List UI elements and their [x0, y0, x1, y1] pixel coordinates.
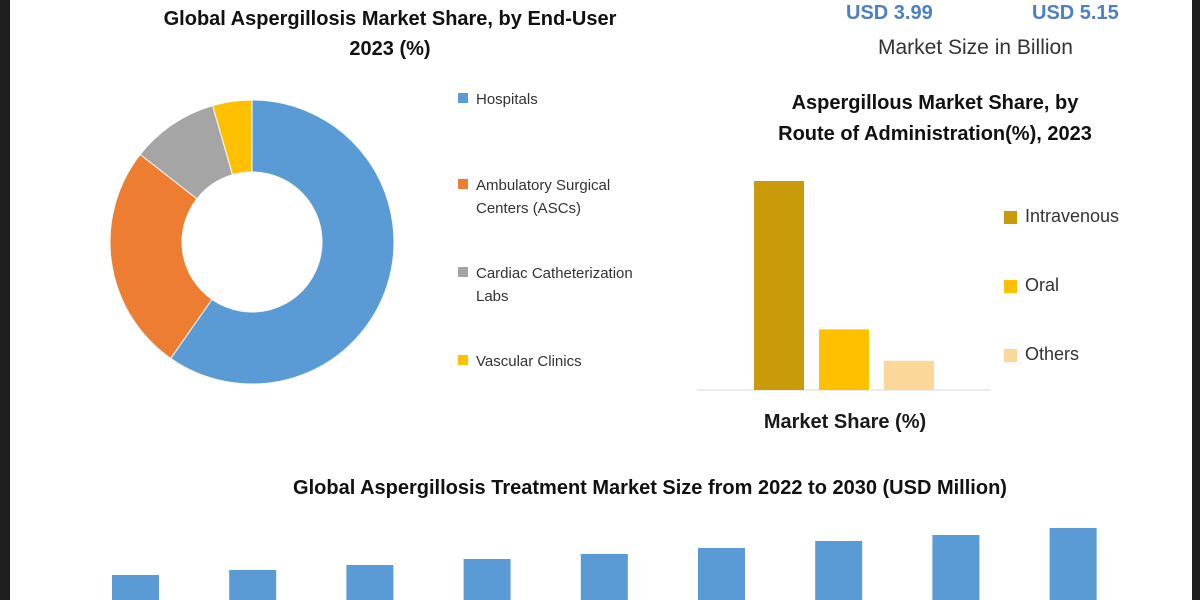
legend-swatch: [458, 93, 468, 103]
route-chart-title: Aspergillous Market Share, by Route of Ad…: [778, 92, 1092, 145]
growth-bar-2022: [112, 575, 159, 600]
route-legend-item-others: Others: [1004, 343, 1079, 366]
donut-legend-item-ambulatory-surgical-centers-ascs: Ambulatory Surgical Centers (ASCs): [458, 174, 610, 220]
donut-slice-vascular-clinics: [211, 99, 253, 176]
legend-swatch: [1004, 280, 1017, 293]
growth-bar-2024: [346, 565, 394, 600]
legend-swatch: [1004, 211, 1017, 224]
route-bar-intravenous: [754, 181, 804, 390]
route-legend-item-oral: Oral: [1004, 274, 1059, 297]
legend-swatch: [458, 267, 468, 277]
donut-legend-item-hospitals: Hospitals: [458, 88, 538, 111]
route-chart-xlabel: Market Share (%): [763, 411, 927, 433]
growth-chart-title: Global Aspergillosis Treatment Market Si…: [293, 477, 1007, 499]
legend-label: Intravenous: [1025, 206, 1120, 226]
donut-chart: [109, 99, 395, 385]
growth-bar-2028: [815, 541, 863, 600]
legend-label: Vascular Clinics: [476, 353, 582, 370]
growth-bar-2025: [463, 559, 511, 600]
growth-bar-2029: [932, 535, 980, 600]
growth-bar-2027: [698, 548, 745, 600]
route-legend: Intravenous Oral Others: [1004, 205, 1184, 385]
legend-label: Hospitals: [476, 91, 538, 108]
growth-bar-2030: [1049, 528, 1097, 600]
window-frame-right: [1192, 0, 1200, 600]
legend-label: Others: [1025, 344, 1080, 364]
legend-swatch: [458, 355, 468, 365]
growth-bar-2026: [580, 554, 628, 600]
route-bar-chart: [697, 181, 990, 391]
route-legend-item-intravenous: Intravenous: [1004, 205, 1119, 228]
donut-legend: Hospitals Ambulatory Surgical Centers (AS…: [458, 88, 698, 388]
donut-chart-title: Global Aspergillosis Market Share, by En…: [163, 8, 617, 60]
donut-slice-ambulatory-surgical-centers-ascs: [109, 153, 213, 360]
legend-swatch: [458, 179, 468, 189]
donut-slice-hospitals: [170, 99, 395, 385]
donut-legend-item-cardiac-catheterization-labs: Cardiac Catheterization Labs: [458, 262, 633, 308]
growth-bar-2023: [229, 570, 277, 600]
donut-legend-item-vascular-clinics: Vascular Clinics: [458, 350, 582, 373]
legend-label: Ambulatory Surgical Centers (ASCs): [476, 177, 611, 217]
legend-swatch: [1004, 349, 1017, 362]
market-value-2030: USD 5.15: [1032, 2, 1119, 24]
growth-bar-chart: [112, 528, 1097, 600]
window-frame-left: [0, 0, 10, 600]
market-size-caption: Market Size in Billion: [878, 36, 1073, 59]
legend-label: Cardiac Catheterization Labs: [476, 265, 633, 305]
route-bar-oral: [819, 329, 869, 390]
route-bar-others: [884, 360, 934, 390]
market-value-2023: USD 3.99: [846, 2, 933, 24]
legend-label: Oral: [1025, 275, 1060, 295]
